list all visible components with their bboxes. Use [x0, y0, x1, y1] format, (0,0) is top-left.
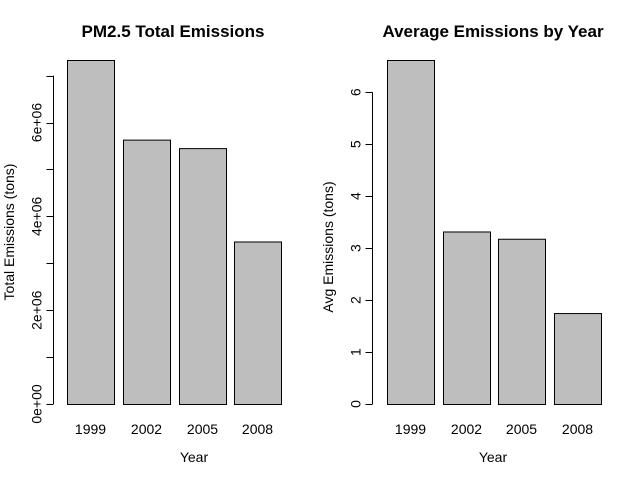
left-chart-x-tick-label: 2002 [131, 421, 162, 437]
left-chart-panel: PM2.5 Total Emissions Year Total Emissio… [1, 22, 282, 465]
right-chart-y-tick-label: 2 [348, 296, 364, 304]
right-chart-y-tick-label: 4 [348, 192, 364, 200]
right-chart-y-tick-label: 5 [348, 140, 364, 148]
right-chart-x-tick-label: 2005 [506, 421, 537, 437]
left-chart-bar-2008 [234, 241, 282, 405]
right-chart-title: Average Emissions by Year [382, 22, 604, 41]
left-chart-y-tick-label: 2e+06 [29, 290, 45, 330]
right-chart-y-tick-label: 3 [348, 244, 364, 252]
left-chart-x-tick-label: 1999 [75, 421, 106, 437]
right-chart-x-tick-label: 2002 [451, 421, 482, 437]
right-chart-bar-1999 [387, 60, 435, 405]
right-chart-y-tick-label: 0 [348, 400, 364, 408]
left-chart-bar-2005 [179, 148, 227, 405]
right-chart-panel: Average Emissions by Year Year Avg Emiss… [320, 22, 604, 465]
left-chart-x-tick-label: 2008 [242, 421, 273, 437]
left-chart-x-axis-label: Year [180, 449, 209, 465]
right-chart-y-tick-label: 6 [348, 88, 364, 96]
right-chart-y-axis-label: Avg Emissions (tons) [320, 181, 336, 312]
right-chart-bar-2002 [443, 231, 491, 405]
right-chart-bar-2008 [554, 313, 602, 405]
right-chart-x-tick-label: 2008 [562, 421, 593, 437]
right-chart-y-tick-label: 1 [348, 348, 364, 356]
left-chart-bar-1999 [67, 60, 115, 405]
left-chart-title: PM2.5 Total Emissions [82, 22, 265, 41]
left-chart-y-tick-label: 0e+00 [29, 384, 45, 424]
left-chart-bar-2002 [123, 139, 171, 406]
right-chart-bar-2005 [498, 238, 546, 405]
left-chart-y-axis-label: Total Emissions (tons) [1, 164, 17, 301]
left-chart-y-tick-label: 4e+06 [29, 196, 45, 236]
left-chart-y-tick-label: 6e+06 [29, 103, 45, 143]
right-chart-x-tick-label: 1999 [395, 421, 426, 437]
left-chart-x-tick-label: 2005 [187, 421, 218, 437]
right-chart-x-axis-label: Year [479, 449, 508, 465]
